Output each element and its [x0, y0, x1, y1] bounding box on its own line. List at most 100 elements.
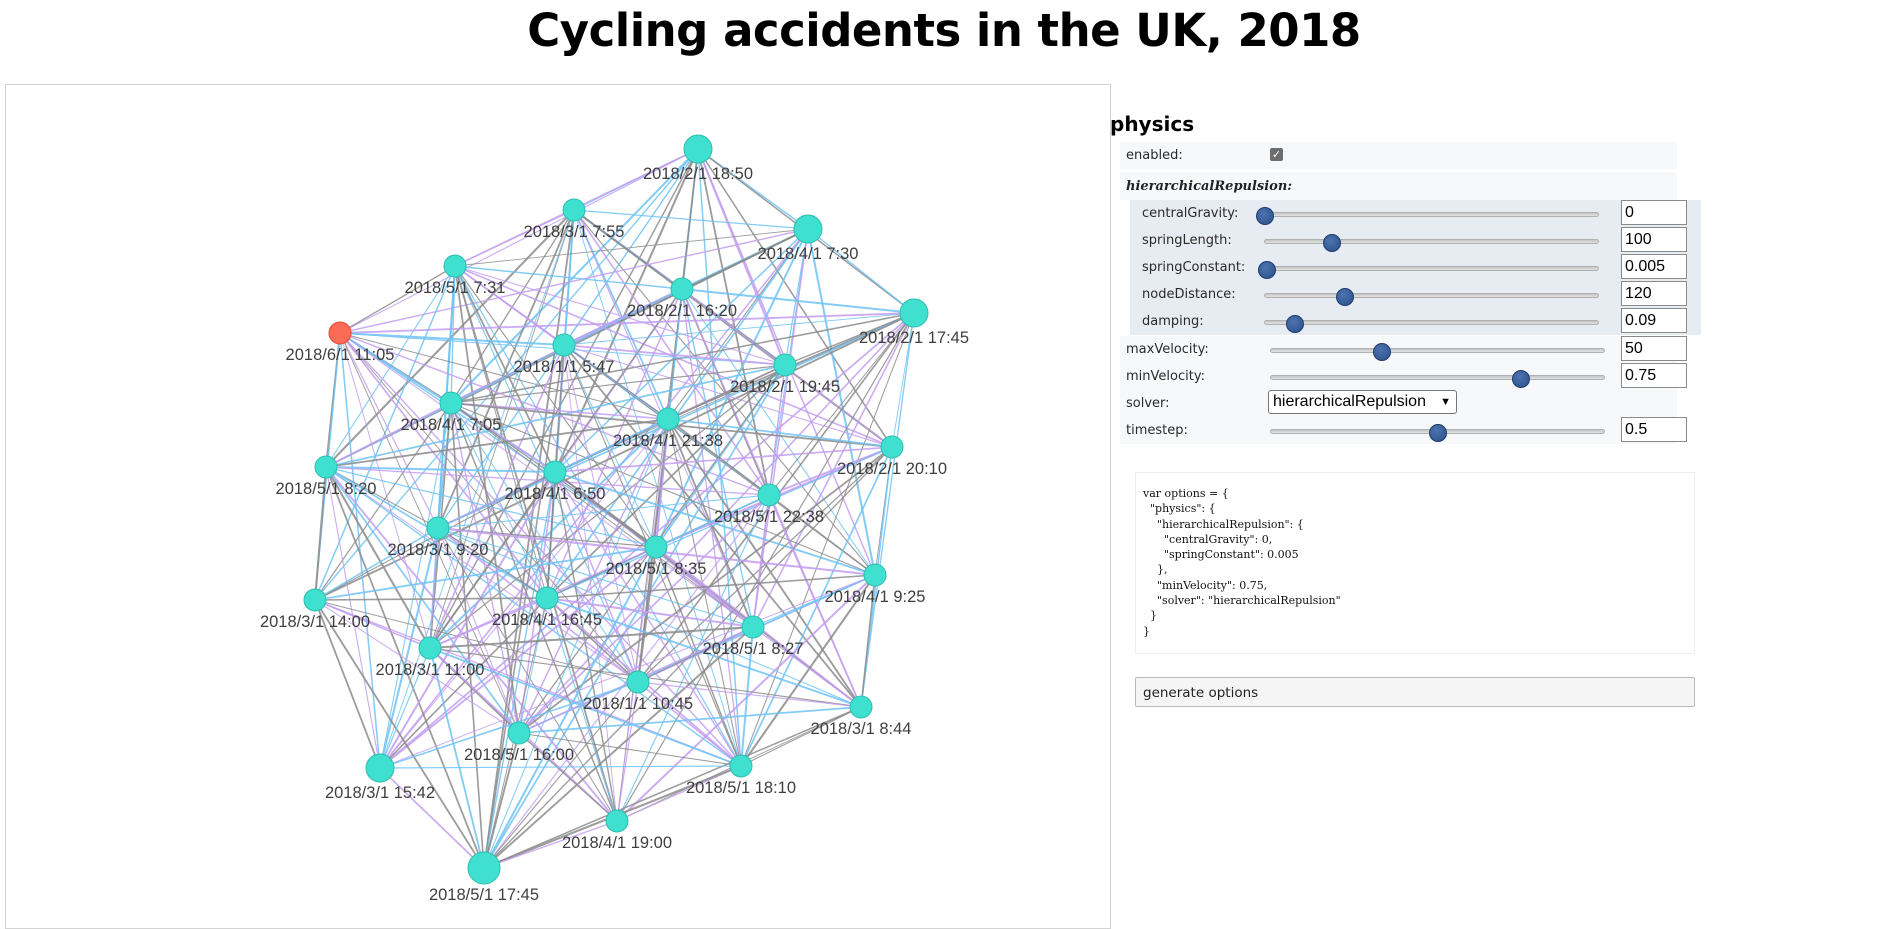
spring-length-input[interactable]: 100	[1621, 227, 1687, 252]
graph-node-circle[interactable]	[683, 134, 713, 164]
timestep-slider[interactable]	[1270, 424, 1605, 442]
graph-node[interactable]: 2018/3/1 15:42	[325, 753, 435, 802]
graph-node[interactable]: 2018/5/1 17:45	[429, 851, 539, 904]
graph-node-circle[interactable]	[644, 535, 668, 559]
spring-length-slider-handle[interactable]	[1322, 234, 1341, 252]
graph-node[interactable]: 2018/2/1 16:20	[627, 277, 737, 320]
graph-node[interactable]: 2018/5/1 8:20	[276, 455, 377, 498]
graph-node-circle[interactable]	[849, 695, 873, 719]
generate-options-button[interactable]: generate options	[1135, 677, 1695, 707]
graph-edge	[697, 148, 893, 448]
graph-node-circle[interactable]	[507, 721, 531, 745]
graph-node-circle[interactable]	[863, 563, 887, 587]
graph-node-circle[interactable]	[670, 277, 694, 301]
min-velocity-slider[interactable]	[1270, 370, 1605, 388]
graph-node-circle[interactable]	[543, 460, 567, 484]
graph-node[interactable]: 2018/2/1 17:45	[859, 298, 969, 347]
graph-node[interactable]: 2018/5/1 8:35	[606, 535, 707, 578]
graph-edge	[806, 228, 877, 576]
graph-node-label: 2018/3/1 7:55	[524, 223, 625, 241]
graph-node-label: 2018/4/1 7:30	[758, 245, 859, 263]
graph-node[interactable]: 2018/4/1 19:00	[562, 809, 672, 852]
graph-edge	[740, 626, 754, 767]
graph-edge	[379, 209, 575, 769]
graph-node[interactable]: 2018/4/1 7:05	[401, 391, 502, 434]
graph-node[interactable]: 2018/3/1 9:20	[388, 516, 489, 559]
graph-node[interactable]: 2018/4/1 6:50	[505, 460, 606, 503]
central-gravity-input[interactable]: 0	[1621, 200, 1687, 225]
graph-node-circle[interactable]	[535, 586, 559, 610]
min-velocity-input[interactable]: 0.75	[1621, 363, 1687, 388]
graph-node-circle[interactable]	[418, 636, 442, 660]
node-distance-slider-handle[interactable]	[1335, 288, 1354, 306]
timestep-slider-handle[interactable]	[1428, 424, 1447, 442]
graph-node-circle[interactable]	[365, 753, 395, 783]
graph-node[interactable]: 2018/3/1 11:00	[376, 636, 485, 679]
spring-constant-input[interactable]: 0.005	[1621, 254, 1687, 279]
graph-node[interactable]: 2018/5/1 16:00	[464, 721, 574, 764]
damping-slider[interactable]	[1264, 315, 1599, 333]
graph-node[interactable]: 2018/2/1 18:50	[643, 134, 753, 183]
graph-node-circle[interactable]	[880, 435, 904, 459]
min-velocity-slider-handle[interactable]	[1511, 370, 1530, 388]
graph-node-circle[interactable]	[899, 298, 929, 328]
solver-select[interactable]: hierarchicalRepulsion ▼	[1268, 390, 1457, 414]
graph-edge	[339, 332, 548, 599]
graph-node[interactable]: 2018/4/1 21:38	[613, 407, 723, 450]
graph-node-circle[interactable]	[729, 754, 753, 778]
graph-edge	[339, 228, 809, 334]
timestep-input[interactable]: 0.5	[1621, 417, 1687, 442]
graph-node-circle[interactable]	[328, 321, 352, 345]
graph-node-circle[interactable]	[303, 588, 327, 612]
central-gravity-slider-handle[interactable]	[1256, 207, 1274, 225]
timestep-label: timestep:	[1126, 423, 1188, 438]
graph-node-circle[interactable]	[562, 198, 586, 222]
graph-node[interactable]: 2018/5/1 8:27	[703, 615, 804, 658]
graph-edge	[437, 494, 770, 529]
graph-node[interactable]: 2018/5/1 22:38	[714, 483, 824, 526]
graph-node[interactable]: 2018/2/1 19:45	[730, 353, 840, 396]
graph-node-circle[interactable]	[443, 254, 467, 278]
graph-node-circle[interactable]	[467, 851, 501, 885]
graph-node-circle[interactable]	[793, 214, 823, 244]
graph-node-circle[interactable]	[605, 809, 629, 833]
graph-node-circle[interactable]	[741, 615, 765, 639]
node-distance-slider[interactable]	[1264, 288, 1599, 306]
spring-length-slider[interactable]	[1264, 234, 1599, 252]
graph-node[interactable]: 2018/3/1 14:00	[260, 588, 370, 631]
graph-node-circle[interactable]	[656, 407, 680, 431]
max-velocity-slider-handle[interactable]	[1372, 343, 1391, 361]
graph-edge	[483, 418, 669, 869]
graph-node-circle[interactable]	[439, 391, 463, 415]
graph-edge	[518, 732, 742, 767]
network-graph-canvas[interactable]: 2018/2/1 18:50 2018/3/1 7:55 2018/4/1 7:30…	[5, 84, 1111, 929]
graph-node[interactable]: 2018/4/1 7:30	[758, 214, 859, 263]
graph-node-circle[interactable]	[426, 516, 450, 540]
max-velocity-input[interactable]: 50	[1621, 336, 1687, 361]
graph-node-circle[interactable]	[552, 333, 576, 357]
network-graph[interactable]: 2018/2/1 18:50 2018/3/1 7:55 2018/4/1 7:30…	[6, 85, 1110, 928]
graph-node[interactable]: 2018/1/1 10:45	[583, 670, 693, 713]
graph-node[interactable]: 2018/4/1 16:45	[492, 586, 602, 629]
enabled-checkbox[interactable]: ✓	[1270, 148, 1283, 161]
graph-node[interactable]: 2018/5/1 18:10	[686, 754, 796, 797]
graph-node-circle[interactable]	[773, 353, 797, 377]
node-distance-input[interactable]: 120	[1621, 281, 1687, 306]
graph-node-circle[interactable]	[626, 670, 650, 694]
graph-node[interactable]: 2018/3/1 7:55	[524, 198, 625, 241]
spring-constant-slider[interactable]	[1257, 261, 1599, 279]
graph-node[interactable]: 2018/3/1 8:44	[811, 695, 912, 738]
graph-node[interactable]: 2018/4/1 9:25	[825, 563, 926, 606]
graph-node[interactable]: 2018/6/1 11:05	[286, 321, 395, 364]
graph-node-circle[interactable]	[314, 455, 338, 479]
graph-node[interactable]: 2018/5/1 7:31	[405, 254, 506, 297]
spring-constant-slider-handle[interactable]	[1257, 261, 1276, 279]
graph-node-circle[interactable]	[757, 483, 781, 507]
damping-slider-handle[interactable]	[1285, 315, 1304, 333]
max-velocity-slider[interactable]	[1270, 343, 1605, 361]
central-gravity-slider[interactable]	[1256, 207, 1599, 225]
central-gravity-row: centralGravity: 0	[1130, 200, 1701, 227]
damping-input[interactable]: 0.09	[1621, 308, 1687, 333]
graph-node[interactable]: 2018/2/1 20:10	[837, 435, 947, 478]
graph-node[interactable]: 2018/1/1 5:47	[514, 333, 615, 376]
